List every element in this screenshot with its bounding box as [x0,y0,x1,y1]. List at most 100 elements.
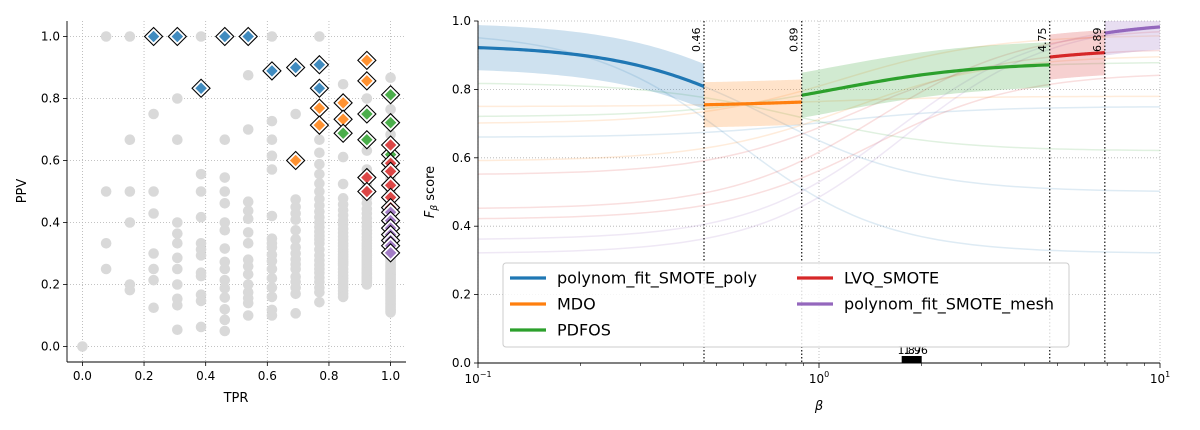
scatter-background-point [314,31,325,42]
scatter-background-point [172,279,183,290]
scatter-background-point [124,217,136,228]
scatter-y-axis-label: PPV [15,179,30,204]
scatter-highlight-point [384,88,397,101]
fbeta-y-label-sub: β [430,205,440,212]
fbeta-y-tick-label: 0.0 [452,356,471,370]
scatter-highlight-point [384,139,397,151]
scatter-background-point [172,217,183,228]
scatter-background-point [148,263,159,275]
scatter-background-point [100,31,112,42]
scatter-background-point [219,292,231,303]
fbeta-y-axis-label: Fβ score [423,166,440,218]
fbeta-faint-curve [478,95,1160,108]
scatter-background-point [314,296,325,308]
scatter-background-point [172,324,183,336]
fbeta-switch-label: 4.75 [1036,28,1049,53]
fbeta-switch-label: 0.46 [690,28,703,53]
legend-frame [502,262,1070,348]
fbeta-faint-curves [478,26,1160,254]
fbeta-x-tick-label: 10−1 [464,370,491,386]
scatter-background-point [172,134,183,146]
scatter-background-point [385,72,396,84]
fbeta-faint-curve [478,35,1160,124]
scatter-y-tick-label: 0.0 [41,340,60,354]
scatter-y-tick-label: 1.0 [41,30,60,44]
scatter-background-point [219,304,231,315]
scatter-background-point [242,297,254,309]
scatter-background-point [148,208,159,219]
fbeta-faint-curve [478,74,1160,220]
scatter-background-point [385,307,396,318]
scatter-background-point [290,308,301,319]
scatter-background-point [124,284,136,296]
scatter-background-point [77,341,88,352]
scatter-background-point [266,164,278,175]
fbeta-switch-label: 0.89 [788,28,801,53]
scatter-highlight-point [313,82,326,95]
scatter-background-point [148,186,159,197]
scatter-background-point [266,263,278,275]
scatter-background-point [219,263,231,275]
scatter-x-tick-label: 0.0 [73,369,92,383]
scatter-background-point [290,288,301,300]
scatter-background-point [219,217,231,228]
scatter-x-tick-label: 1.0 [381,369,400,383]
scatter-background-point [195,211,207,223]
scatter-background-point [290,214,301,226]
scatter-background-point [385,129,396,140]
scatter-background-point [219,224,231,236]
fbeta-x-tick-base: 10 [1150,372,1165,386]
fbeta-faint-curve [478,37,1160,254]
scatter-x-tick-label: 0.4 [196,369,215,383]
fbeta-envelope-segment [1104,25,1160,35]
scatter-background-point [195,168,207,180]
fbeta-envelope-segment [1049,51,1105,59]
fbeta-legend: polynom_fit_SMOTE_poly MDO PDFOS LVQ_SMOTEp… [502,262,1070,348]
scatter-highlight-point [266,65,278,77]
scatter-background-point [314,134,325,146]
scatter-background-point [219,186,231,197]
scatter-highlight-point [361,185,373,198]
fbeta-x-tick-label: 100 [809,370,829,386]
scatter-background-point [385,104,396,115]
legend-label: polynom_fit_SMOTE_poly [557,269,757,289]
fbeta-y-label-tail: score [423,166,438,205]
scatter-background-point [314,286,325,298]
fbeta-panel: 0.46 0.89 4.75 6.89 1.871.96 0.00.20.40.60.… [423,14,1170,414]
scatter-highlight-point [361,74,373,87]
scatter-background-points [77,31,396,352]
fbeta-envelope-segment [801,63,1050,97]
scatter-background-point [337,178,349,190]
scatter-background-point [242,196,254,208]
scatter-background-point [195,31,207,42]
scatter-background-point [219,172,231,183]
fbeta-x-tick-exponent: 0 [824,370,829,379]
scatter-background-point [100,237,112,249]
fbeta-x-tick-label: 101 [1150,370,1170,386]
scatter-y-tick-label: 0.8 [41,92,60,106]
scatter-highlight-point [313,119,326,132]
scatter-background-point [195,270,207,282]
scatter-highlight-point [313,102,326,114]
legend-label: MDO [557,295,596,314]
scatter-background-point [219,197,231,209]
fbeta-y-tick-label: 0.4 [452,219,471,233]
scatter-background-point [266,150,278,162]
scatter-background-point [124,31,136,42]
legend-label: polynom_fit_SMOTE_mesh [844,295,1054,315]
scatter-grid [67,21,406,362]
scatter-background-point [266,31,278,42]
scatter-background-point [290,263,301,275]
scatter-background-point [242,227,254,238]
scatter-background-point [219,282,231,294]
fbeta-confidence-band [801,42,1050,118]
fbeta-y-tick-label: 0.6 [452,151,471,165]
fbeta-faint-curve [478,82,1160,152]
scatter-background-point [242,279,254,290]
scatter-highlight-point [337,96,349,109]
scatter-background-point [100,186,112,197]
scatter-y-tick-label: 0.4 [41,216,60,230]
scatter-highlight-point [337,127,349,140]
scatter-background-point [148,248,159,259]
